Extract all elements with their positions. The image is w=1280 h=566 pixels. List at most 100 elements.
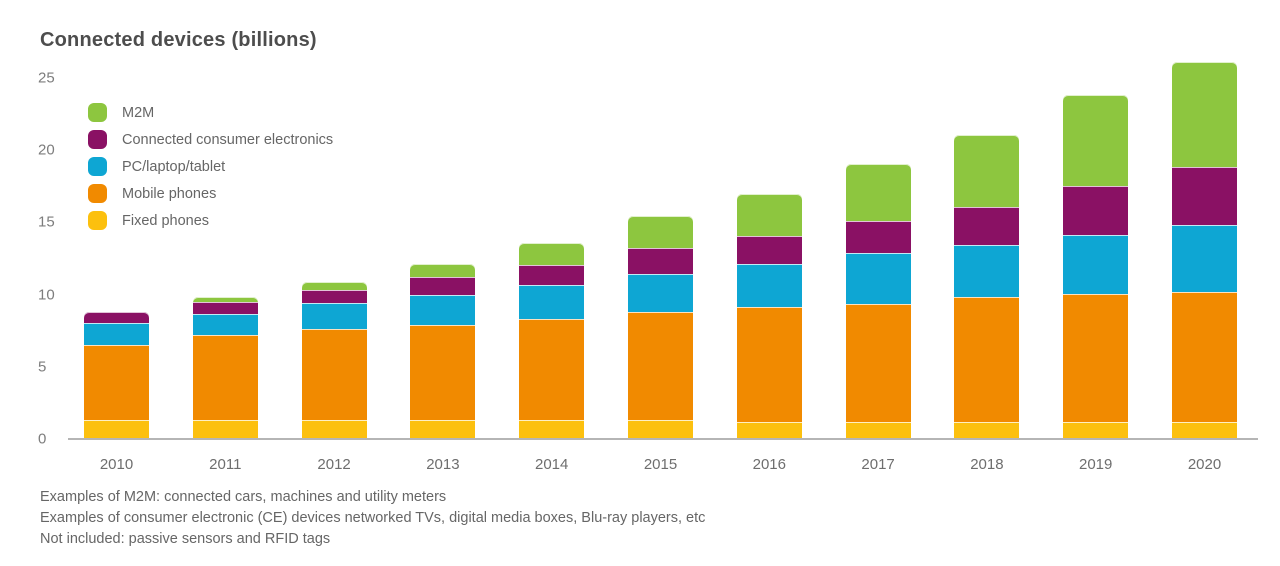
segment-connected-consumer-electronics-2020 [1172, 167, 1237, 226]
segment-mobile-phones-2010 [84, 345, 149, 421]
segment-connected-consumer-electronics-2014 [519, 264, 585, 286]
legend-item-pc-laptop-tablet: PC/laptop/tablet [88, 157, 333, 176]
y-tick-label-25: 25 [38, 69, 55, 87]
bar-2014 [519, 243, 585, 439]
segment-m2m-2018 [954, 134, 1020, 208]
x-axis-label-2017: 2017 [861, 456, 895, 473]
segment-pc-laptop-tablet-2018 [954, 244, 1020, 298]
y-axis: 0 5 10 15 20 25 [0, 0, 58, 566]
segment-fixed-phones-2012 [301, 420, 367, 439]
footnote-m2m-examples: Examples of M2M: connected cars, machine… [40, 489, 447, 505]
legend-label-mobile-phones: Mobile phones [122, 185, 217, 202]
footnotes: Examples of M2M: connected cars, machine… [40, 487, 705, 550]
x-axis-label-2020: 2020 [1187, 456, 1222, 473]
legend-swatch-m2m [88, 103, 107, 122]
segment-m2m-2020 [1172, 61, 1237, 168]
bar-2019 [1063, 95, 1129, 439]
segment-connected-consumer-electronics-2010 [84, 311, 149, 324]
y-tick-label-20: 20 [38, 141, 55, 159]
segment-fixed-phones-2014 [519, 420, 585, 439]
segment-m2m-2019 [1063, 95, 1129, 186]
segment-m2m-2013 [410, 264, 476, 278]
segment-mobile-phones-2011 [192, 334, 258, 421]
segment-fixed-phones-2015 [628, 420, 693, 439]
segment-m2m-2016 [736, 194, 802, 237]
legend-item-fixed-phones: Fixed phones [88, 211, 333, 230]
x-axis-label-2012: 2012 [317, 456, 351, 473]
legend-label-m2m: M2M [122, 104, 155, 121]
page-title: Connected devices (billions) [40, 29, 317, 51]
legend-item-mobile-phones: Mobile phones [88, 184, 333, 203]
bar-2018 [954, 134, 1020, 439]
segment-mobile-phones-2019 [1063, 293, 1129, 423]
legend-item-connected-consumer-electronics: Connected consumer electronics [88, 130, 333, 149]
segment-m2m-2014 [519, 243, 585, 265]
segment-mobile-phones-2014 [519, 319, 585, 421]
segment-connected-consumer-electronics-2013 [410, 277, 476, 295]
segment-pc-laptop-tablet-2017 [845, 253, 911, 304]
legend-swatch-mobile-phones [88, 184, 107, 203]
x-axis-label-2015: 2015 [643, 456, 678, 473]
segment-pc-laptop-tablet-2020 [1172, 225, 1237, 292]
segment-m2m-2017 [845, 164, 911, 221]
segment-mobile-phones-2012 [301, 329, 367, 421]
segment-fixed-phones-2010 [84, 420, 149, 439]
segment-fixed-phones-2011 [192, 420, 258, 439]
segment-mobile-phones-2018 [954, 297, 1020, 423]
y-tick-label-5: 5 [38, 358, 47, 376]
segment-fixed-phones-2018 [954, 422, 1020, 439]
legend: M2M Connected consumer electronics PC/lapt… [88, 103, 333, 238]
x-axis-label-2011: 2011 [209, 456, 242, 473]
segment-connected-consumer-electronics-2011 [192, 301, 258, 314]
bar-2010 [84, 311, 149, 439]
x-axis-label-2018: 2018 [970, 456, 1004, 473]
segment-pc-laptop-tablet-2010 [84, 323, 149, 346]
y-tick-label-10: 10 [38, 286, 55, 303]
segment-fixed-phones-2020 [1172, 422, 1237, 439]
segment-mobile-phones-2016 [736, 306, 802, 423]
segment-fixed-phones-2016 [736, 422, 802, 439]
segment-pc-laptop-tablet-2016 [736, 263, 802, 307]
bar-2015 [628, 216, 693, 439]
segment-fixed-phones-2019 [1063, 422, 1129, 439]
x-axis-label-2019: 2019 [1079, 456, 1113, 473]
segment-pc-laptop-tablet-2011 [192, 313, 258, 335]
bar-2013 [410, 264, 476, 439]
segment-pc-laptop-tablet-2015 [628, 273, 693, 312]
y-tick-label-15: 15 [38, 213, 55, 231]
legend-swatch-connected-consumer-electronics [88, 130, 107, 149]
x-axis-label-2013: 2013 [426, 456, 460, 473]
segment-mobile-phones-2015 [628, 311, 693, 421]
legend-label-fixed-phones: Fixed phones [122, 212, 210, 229]
legend-item-m2m: M2M [88, 103, 333, 122]
y-tick-label-0: 0 [38, 430, 47, 448]
segment-m2m-2012 [301, 282, 367, 290]
bar-2017 [845, 164, 911, 439]
segment-connected-consumer-electronics-2018 [954, 207, 1020, 245]
x-axis-line [68, 438, 1258, 440]
bar-2020 [1172, 61, 1237, 439]
segment-m2m-2015 [628, 216, 693, 248]
legend-label-connected-consumer-electronics: Connected consumer electronics [122, 131, 334, 148]
legend-swatch-fixed-phones [88, 211, 107, 230]
segment-connected-consumer-electronics-2016 [736, 236, 802, 264]
bar-2016 [736, 194, 802, 439]
segment-pc-laptop-tablet-2012 [301, 302, 367, 330]
segment-connected-consumer-electronics-2019 [1063, 185, 1129, 235]
x-axis-label-2016: 2016 [752, 456, 786, 473]
legend-label-pc-laptop-tablet: PC/laptop/tablet [122, 158, 226, 175]
footnote-not-included: Not included: passive sensors and RFID t… [40, 531, 331, 547]
legend-swatch-pc-laptop-tablet [88, 157, 107, 176]
segment-mobile-phones-2020 [1172, 291, 1237, 423]
segment-connected-consumer-electronics-2017 [845, 220, 911, 254]
segment-connected-consumer-electronics-2015 [628, 247, 693, 274]
segment-pc-laptop-tablet-2019 [1063, 234, 1129, 294]
segment-mobile-phones-2017 [845, 303, 911, 423]
bar-2012 [301, 282, 367, 439]
segment-mobile-phones-2013 [410, 324, 476, 421]
segment-pc-laptop-tablet-2014 [519, 285, 585, 320]
footnote-ce-examples: Examples of consumer electronic (CE) dev… [40, 510, 706, 526]
x-axis-label-2010: 2010 [99, 456, 134, 473]
bar-2011 [192, 296, 258, 439]
